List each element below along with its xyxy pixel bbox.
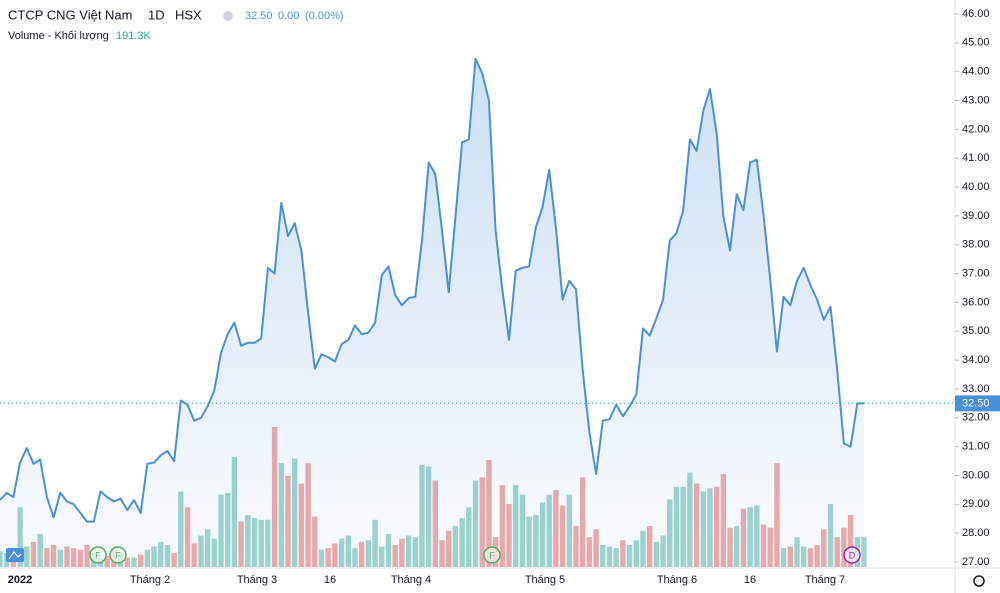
y-tick-label: 34.00 bbox=[962, 354, 990, 366]
x-tick-label: 2022 bbox=[8, 574, 32, 586]
y-tick-label: 40.00 bbox=[962, 181, 990, 193]
y-tick-label: 39.00 bbox=[962, 210, 990, 222]
y-tick-label: 46.00 bbox=[962, 8, 990, 20]
y-tick-label: 30.00 bbox=[962, 469, 990, 481]
y-tick-label: 44.00 bbox=[962, 66, 990, 78]
change-pct: (0.00%) bbox=[305, 10, 344, 22]
y-tick-label: 33.00 bbox=[962, 383, 990, 395]
y-tick-label: 31.00 bbox=[962, 441, 990, 453]
y-tick-label: 37.00 bbox=[962, 267, 990, 279]
settings-icon[interactable] bbox=[973, 575, 985, 587]
y-tick-label: 35.00 bbox=[962, 325, 990, 337]
x-tick-label: Tháng 4 bbox=[391, 574, 431, 586]
interval: 1D bbox=[148, 7, 165, 22]
volume-last: 191.3K bbox=[116, 30, 152, 42]
y-tick-label: 41.00 bbox=[962, 152, 990, 164]
y-tick-label: 42.00 bbox=[962, 123, 990, 135]
last-price: 32.50 bbox=[245, 10, 273, 22]
status-dot bbox=[223, 11, 233, 21]
exchange: HSX bbox=[175, 7, 202, 22]
y-tick-label: 36.00 bbox=[962, 296, 990, 308]
y-tick-label: 38.00 bbox=[962, 239, 990, 251]
price-line bbox=[0, 57, 864, 523]
y-tick-label: 28.00 bbox=[962, 527, 990, 539]
event-marker bbox=[89, 546, 107, 564]
event-label: F bbox=[115, 550, 121, 560]
x-tick-label: Tháng 2 bbox=[130, 574, 170, 586]
event-marker bbox=[843, 546, 861, 564]
x-tick-label: Tháng 7 bbox=[805, 574, 845, 586]
y-tick-label: 32.00 bbox=[962, 412, 990, 424]
volume-title: Volume - Khối lượng bbox=[8, 30, 109, 42]
event-label: F bbox=[489, 550, 495, 560]
event-label: F bbox=[95, 550, 101, 560]
x-tick-label: Tháng 5 bbox=[525, 574, 565, 586]
price-layer bbox=[0, 57, 955, 568]
last-price-badge-label: 32.50 bbox=[962, 397, 990, 409]
y-tick-label: 45.00 bbox=[962, 37, 990, 49]
y-tick-label: 27.00 bbox=[962, 556, 990, 568]
x-tick-label: Tháng 6 bbox=[657, 574, 697, 586]
change: 0.00 bbox=[278, 10, 299, 22]
event-label: D bbox=[849, 550, 856, 560]
x-tick-label: Tháng 3 bbox=[237, 574, 277, 586]
event-marker bbox=[483, 546, 501, 564]
last-price-badge bbox=[955, 395, 1000, 412]
axes: 27.00 28.00 29.00 30.00 31.00 32.00 33.00 34.00… bbox=[8, 8, 1000, 586]
x-tick-label: 16 bbox=[324, 574, 336, 586]
price-area bbox=[0, 58, 864, 568]
event-marker bbox=[109, 546, 127, 564]
logo bbox=[6, 548, 24, 562]
symbol-title: CTCP CNG Việt Nam bbox=[8, 7, 133, 22]
x-tick-label: 16 bbox=[744, 574, 756, 586]
y-tick-label: 43.00 bbox=[962, 94, 990, 106]
y-tick-label: 29.00 bbox=[962, 498, 990, 510]
